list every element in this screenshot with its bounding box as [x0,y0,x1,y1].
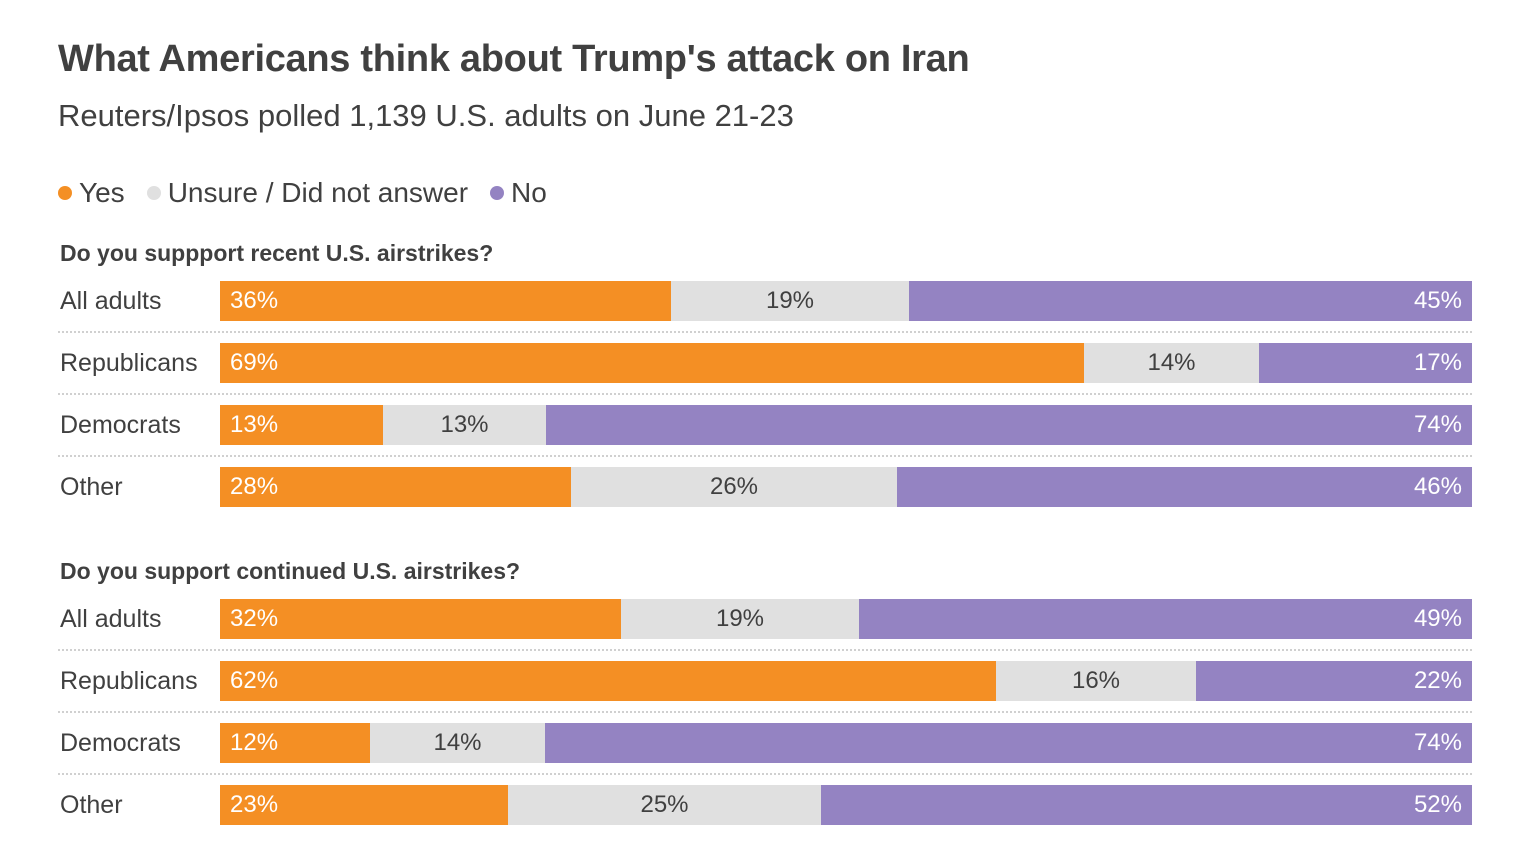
bar-segment-yes: 62% [220,661,996,701]
row-divider [58,711,1472,713]
bar-value-label: 28% [230,473,279,500]
row-label: Republicans [60,667,198,695]
legend-dot-unsure [146,186,161,200]
bar-segment-yes: 69% [220,343,1084,383]
bar-value-label: 14% [1147,349,1196,376]
bar-value-label: 36% [230,287,279,314]
bar-value-label: 13% [230,411,279,438]
question-heading: Do you suppport recent U.S. airstrikes? [60,240,494,266]
bar-value-label: 19% [765,287,815,314]
row-divider [58,773,1472,775]
bar-value-label: 74% [1413,729,1462,756]
bar-segment-yes: 23% [220,785,508,825]
row-divider [58,393,1472,395]
bar-segment-unsure: 13% [383,405,546,445]
bar-value-label: 45% [1413,287,1462,314]
stacked-bar: 69% 14% 17% [220,343,1472,383]
row-label: Other [60,791,123,819]
row-label: Democrats [60,729,181,757]
stacked-bar: 12% 14% 74% [220,723,1472,763]
bar-segment-unsure: 26% [571,467,897,507]
bar-value-label: 23% [230,791,279,818]
bar-value-label: 46% [1413,473,1462,500]
bar-value-label: 32% [230,605,279,632]
bar-segment-no: 49% [859,599,1472,639]
bar-segment-no: 22% [1196,661,1472,701]
bar-segment-no: 46% [897,467,1472,507]
bar-segment-yes: 12% [220,723,370,763]
bar-value-label: 62% [230,667,279,694]
bar-segment-unsure: 19% [671,281,909,321]
legend-label-unsure: Unsure / Did not answer [167,177,469,208]
stacked-bar: 28% 26% 46% [220,467,1472,507]
bar-value-label: 22% [1413,667,1462,694]
bar-value-label: 16% [1071,667,1121,694]
bar-segment-no: 74% [545,723,1472,763]
bar-value-label: 13% [440,411,489,438]
bar-segment-yes: 32% [220,599,621,639]
legend-dot-yes [58,186,72,200]
bar-segment-unsure: 14% [1084,343,1259,383]
bar-value-label: 19% [715,605,765,632]
bar-segment-no: 52% [821,785,1472,825]
stacked-bar: 62% 16% 22% [220,661,1472,701]
legend: Yes Unsure / Did not answer No [58,174,569,212]
bar-value-label: 14% [433,729,482,756]
legend-item-no: No [490,177,547,209]
bar-value-label: 52% [1413,791,1462,818]
bar-segment-no: 45% [909,281,1472,321]
row-label: Republicans [60,349,198,377]
chart-subtitle: Reuters/Ipsos polled 1,139 U.S. adults o… [58,98,794,133]
bar-segment-unsure: 16% [996,661,1196,701]
bar-value-label: 49% [1413,605,1462,632]
stacked-bar: 32% 19% 49% [220,599,1472,639]
row-divider [58,331,1472,333]
bar-segment-unsure: 14% [370,723,545,763]
stacked-bar: 23% 25% 52% [220,785,1472,825]
bar-segment-no: 17% [1259,343,1472,383]
bar-segment-unsure: 19% [621,599,859,639]
legend-label-no: No [511,177,547,208]
bar-value-label: 12% [230,729,279,756]
legend-item-yes: Yes [58,177,125,209]
question-heading: Do you support continued U.S. airstrikes… [60,558,521,584]
bar-value-label: 17% [1413,349,1462,376]
bar-value-label: 26% [709,473,759,500]
row-label: All adults [60,287,162,315]
legend-item-unsure: Unsure / Did not answer [146,177,469,209]
row-divider [58,455,1472,457]
row-label: All adults [60,605,162,633]
bar-segment-yes: 28% [220,467,571,507]
row-label: Democrats [60,411,181,439]
bar-value-label: 74% [1413,411,1462,438]
stacked-bar: 36% 19% 45% [220,281,1472,321]
legend-label-yes: Yes [79,177,125,208]
legend-dot-no [490,186,505,200]
bar-segment-yes: 36% [220,281,671,321]
row-label: Other [60,473,123,501]
stacked-bar: 13% 13% 74% [220,405,1472,445]
row-divider [58,649,1472,651]
bar-segment-unsure: 25% [508,785,821,825]
bar-value-label: 69% [230,349,279,376]
bar-value-label: 25% [640,791,689,818]
chart-title: What Americans think about Trump's attac… [58,38,970,80]
bar-segment-yes: 13% [220,405,383,445]
bar-segment-no: 74% [546,405,1472,445]
